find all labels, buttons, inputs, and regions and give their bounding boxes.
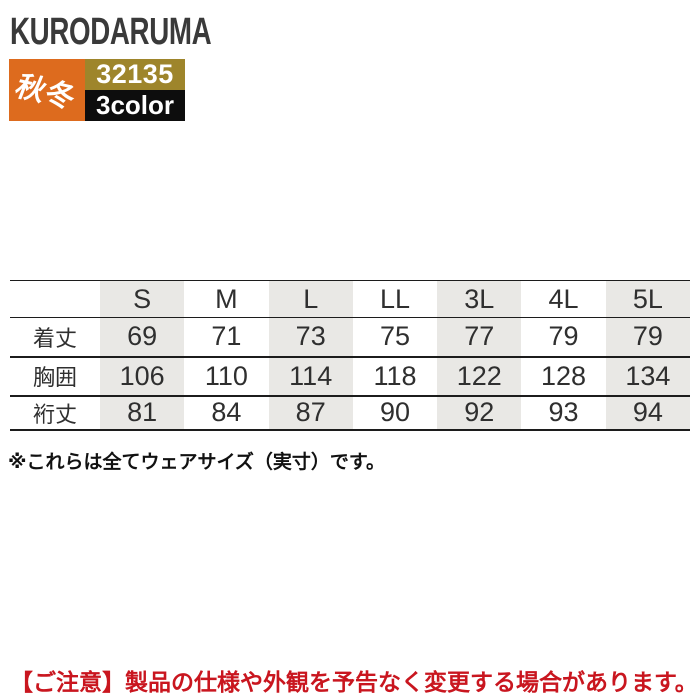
size-column-header: L (268, 280, 353, 318)
season-badge-label: 秋冬 (10, 70, 81, 115)
product-code-badge: 32135 (85, 59, 185, 90)
table-cell: 71 (184, 317, 269, 358)
table-cell: 94 (605, 395, 690, 431)
size-column-header: LL (352, 280, 438, 318)
size-column-header: 5L (605, 280, 690, 318)
table-cell: 118 (352, 356, 438, 397)
size-chart-header-row: S M L LL 3L 4L 5L (10, 280, 690, 318)
table-cell: 77 (437, 317, 522, 358)
season-badge: 秋冬 (9, 59, 85, 121)
table-cell: 106 (100, 356, 185, 397)
size-column-header: M (184, 280, 269, 318)
table-cell: 81 (100, 395, 185, 431)
table-cell: 128 (521, 356, 606, 397)
table-row-sleeve: 裄丈 81 84 87 90 92 93 94 (10, 395, 690, 431)
row-label: 裄丈 (10, 395, 100, 431)
size-chart-corner-cell (10, 280, 100, 318)
table-cell: 92 (437, 395, 522, 431)
size-column-header: 3L (437, 280, 522, 318)
caution-notice: 【ご注意】製品の仕様や外観を予告なく変更する場合があります。 (10, 669, 698, 695)
table-cell: 122 (437, 356, 522, 397)
size-chart-table: S M L LL 3L 4L 5L 着丈 69 71 73 75 77 79 7… (10, 280, 690, 431)
table-cell: 73 (268, 317, 353, 358)
size-column-header: S (100, 280, 185, 318)
table-cell: 87 (268, 395, 353, 431)
table-cell: 75 (352, 317, 438, 358)
table-row-body-length: 着丈 69 71 73 75 77 79 79 (10, 317, 690, 358)
table-cell: 84 (184, 395, 269, 431)
table-cell: 114 (268, 356, 353, 397)
size-note: ※これらは全てウェアサイズ（実寸）です。 (8, 452, 386, 473)
badge-stack: 32135 3color (85, 59, 185, 121)
size-column-header: 4L (521, 280, 606, 318)
color-count-badge: 3color (85, 90, 185, 121)
product-badges: 秋冬 32135 3color (9, 59, 185, 121)
table-row-chest: 胸囲 106 110 114 118 122 128 134 (10, 356, 690, 397)
row-label: 胸囲 (10, 356, 100, 397)
table-cell: 69 (100, 317, 185, 358)
table-cell: 90 (352, 395, 438, 431)
table-cell: 134 (605, 356, 690, 397)
table-cell: 79 (521, 317, 606, 358)
table-cell: 93 (521, 395, 606, 431)
table-cell: 79 (605, 317, 690, 358)
table-cell: 110 (184, 356, 269, 397)
brand-logo: KURODARUMA (10, 11, 212, 53)
row-label: 着丈 (10, 317, 100, 358)
